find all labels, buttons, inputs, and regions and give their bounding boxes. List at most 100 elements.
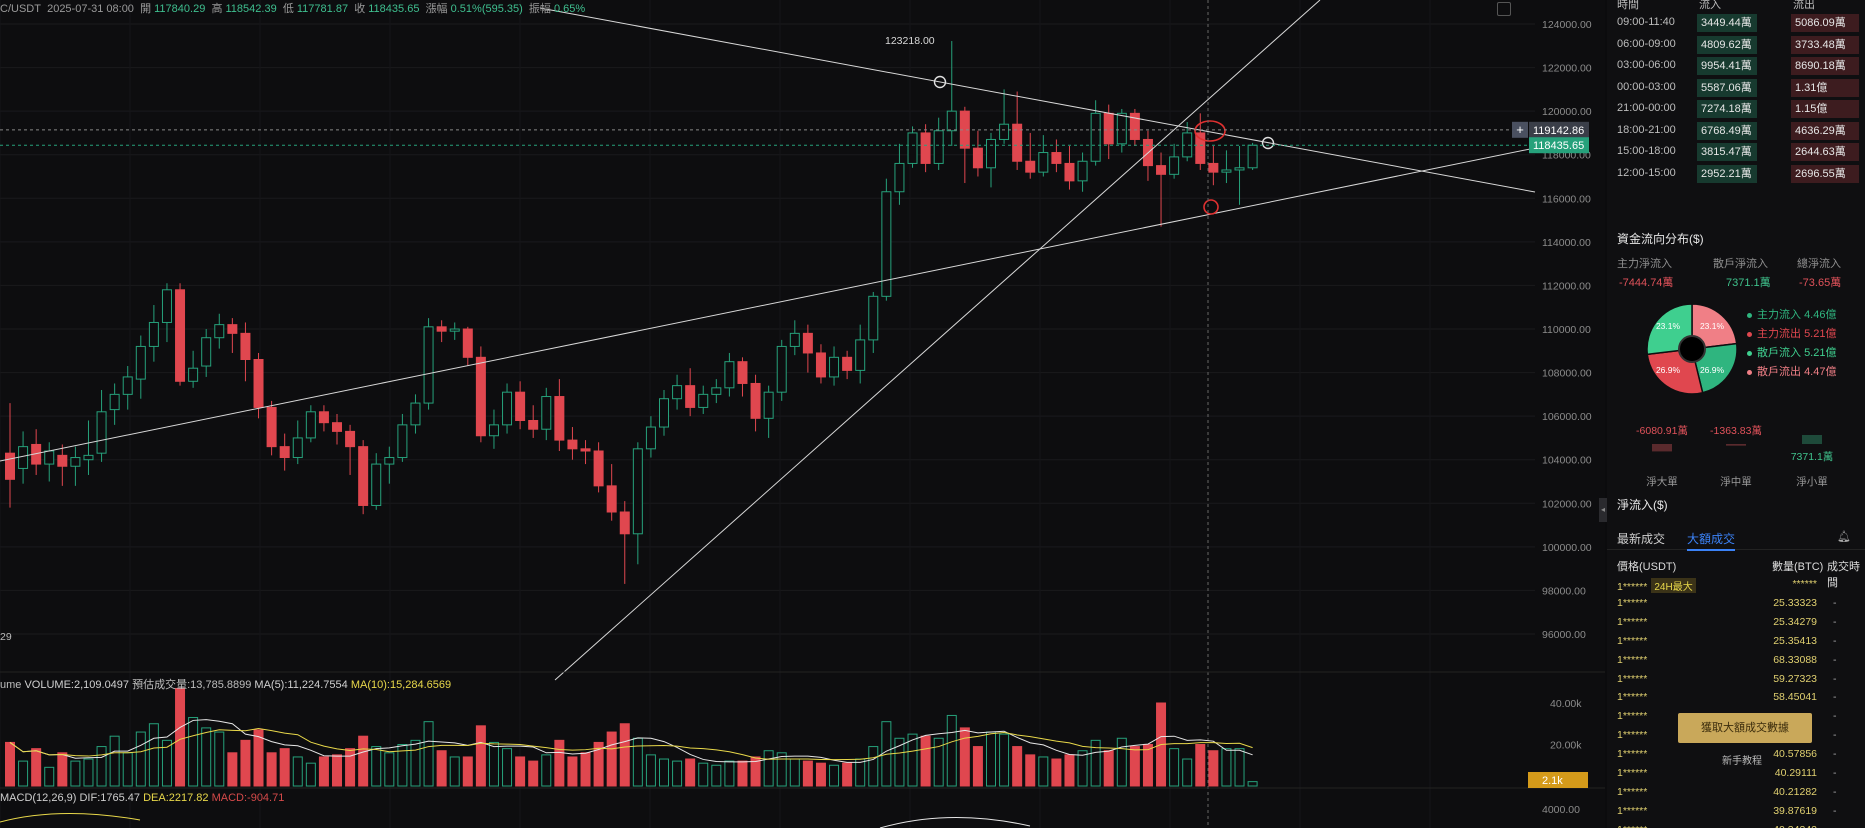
tutorial-link[interactable]: 新手教程 — [1722, 756, 1762, 767]
volume-bar — [855, 758, 866, 787]
candle-body — [161, 289, 172, 323]
flow-row: 15:00-18:00 3815.47萬 2644.63萬 — [1607, 141, 1865, 163]
volume-bar — [292, 756, 303, 787]
trade-price: 1****** — [1617, 824, 1647, 828]
volume-bar — [946, 714, 957, 787]
volume-bar — [345, 748, 356, 787]
volume-bar — [515, 756, 526, 787]
volume-bar — [175, 687, 186, 787]
candle-body — [1195, 132, 1206, 164]
trade-row: 1****** - — [1607, 710, 1865, 728]
candle-body — [789, 332, 800, 347]
candle-body — [724, 361, 735, 389]
net-flow-label: 淨大單 — [1646, 475, 1678, 488]
flow-in: 7274.18萬 — [1697, 100, 1757, 118]
fetch-large-trades-button[interactable]: 獲取大額成交數據 — [1678, 713, 1812, 743]
volume-bar — [475, 725, 486, 787]
volume-bar — [776, 752, 787, 787]
price-axis-label: 100000.00 — [1542, 542, 1592, 554]
candle-body — [1208, 162, 1219, 173]
trade-time: - — [1833, 615, 1837, 628]
candle-body — [5, 452, 15, 480]
volume-bar — [266, 752, 277, 787]
ohlc-readout: C/USDT 2025-07-31 08:00 開 117840.29 高 11… — [0, 3, 586, 15]
plus-icon: + — [1516, 122, 1524, 137]
flow-time: 18:00-21:00 — [1617, 123, 1676, 136]
trade-qty: 58.45041 — [1773, 691, 1817, 704]
macd-axis-label: 4000.00 — [1542, 804, 1580, 816]
fund-distribution-title: 資金流向分布($) — [1617, 232, 1704, 246]
tab-latest-trades[interactable]: 最新成交 — [1617, 532, 1666, 546]
volume-bar — [1195, 744, 1206, 787]
fullscreen-icon[interactable] — [1497, 2, 1511, 16]
retail-net-value: 7371.1萬 — [1726, 277, 1771, 289]
volume-bar — [580, 752, 591, 787]
volume-bar — [240, 739, 251, 787]
volume-bar — [122, 752, 133, 787]
volume-bar — [763, 750, 774, 787]
candle-body — [855, 339, 866, 371]
pie-slice-label: 23.1% — [1700, 321, 1725, 331]
flow-in: 2952.21萬 — [1697, 164, 1757, 183]
flow-out: 8690.18萬 — [1791, 57, 1859, 75]
highlight-circle — [1203, 199, 1219, 215]
volume-bar — [462, 756, 473, 787]
candle-body — [1077, 160, 1088, 182]
candle-body — [619, 511, 630, 535]
flow-row: 21:00-00:00 7274.18萬 1.15億 — [1607, 98, 1865, 120]
trade-time: - — [1833, 672, 1837, 685]
candle-body — [175, 289, 186, 382]
volume-bar — [148, 723, 159, 787]
trade-price: 1****** — [1617, 804, 1648, 817]
flow-in: 3449.44萬 — [1697, 14, 1757, 32]
volume-ma10-line — [9, 728, 1253, 761]
volume-bar — [201, 727, 212, 787]
pie-legend-item: 散戶流入 5.21億 — [1747, 344, 1836, 360]
pie-slice-label: 26.9% — [1700, 365, 1725, 375]
add-alert-icon[interactable] — [1512, 121, 1528, 138]
highlight-circle — [1194, 120, 1226, 142]
flow-out: 1.31億 — [1791, 78, 1859, 97]
bell-icon[interactable]: 🔔︎ — [1837, 531, 1851, 543]
candle-body — [135, 345, 146, 380]
trade-price: 1****** — [1617, 767, 1648, 779]
last-price-tag — [1529, 137, 1589, 154]
trade-row: 1****** 40.21282 - — [1607, 786, 1865, 804]
last-price-text: 118435.65 — [1533, 140, 1584, 152]
fund-flow-pie-chart: 23.1% 23.1% 26.9% 26.9% — [1646, 303, 1738, 395]
fund-flow-panel: 時間 流入 流出 09:00-11:40 3449.44萬 5086.09萬 06… — [1607, 0, 1865, 828]
trade-time: - — [1833, 785, 1837, 798]
volume-bar — [1051, 758, 1062, 787]
legend-label: 主力流出 — [1757, 328, 1801, 340]
candlestick-chart[interactable]: 124000.00122000.00120000.00118000.001160… — [0, 0, 1605, 828]
volume-bar — [384, 752, 395, 787]
flow-out: 5086.09萬 — [1791, 14, 1859, 32]
trade-time: - — [1833, 578, 1837, 590]
tab-large-trades[interactable]: 大額成交 — [1687, 530, 1736, 551]
trade-tabs: 最新成交 大額成交 🔔︎ — [1607, 528, 1865, 551]
volume-bar — [672, 760, 683, 787]
legend-value: 4.46億 — [1804, 309, 1837, 321]
candle-body — [894, 162, 905, 193]
volume-bar — [1129, 746, 1140, 787]
collapse-panel-button[interactable]: ◂ — [1599, 498, 1607, 522]
volume-bar — [1182, 758, 1193, 787]
candle-body — [397, 424, 408, 459]
candle-body — [488, 424, 499, 437]
flow-in: 6768.49萬 — [1697, 121, 1757, 140]
trade-row: 1****** 25.33323 - — [1607, 597, 1865, 615]
pie-legend-item: 主力流出 5.21億 — [1747, 325, 1836, 341]
flow-out: 1.15億 — [1791, 100, 1859, 118]
volume-bar — [57, 752, 68, 787]
candle-body — [750, 382, 761, 419]
trade-row: 1****** 40.57856 - — [1607, 748, 1865, 766]
trade-row: 1****** 59.27323 - — [1607, 673, 1865, 691]
candle-body — [253, 359, 264, 408]
price-axis-label: 106000.00 — [1542, 411, 1592, 423]
volume-bar — [685, 758, 696, 787]
badge-24h-max: 24H最大 — [1651, 578, 1696, 593]
candle-body — [972, 147, 983, 169]
macd-dea-line — [0, 813, 141, 823]
chart-area[interactable]: 124000.00 122000.00 120000.00 118000.00 1160… — [0, 0, 1607, 828]
trade-qty: 68.33088 — [1773, 653, 1817, 666]
